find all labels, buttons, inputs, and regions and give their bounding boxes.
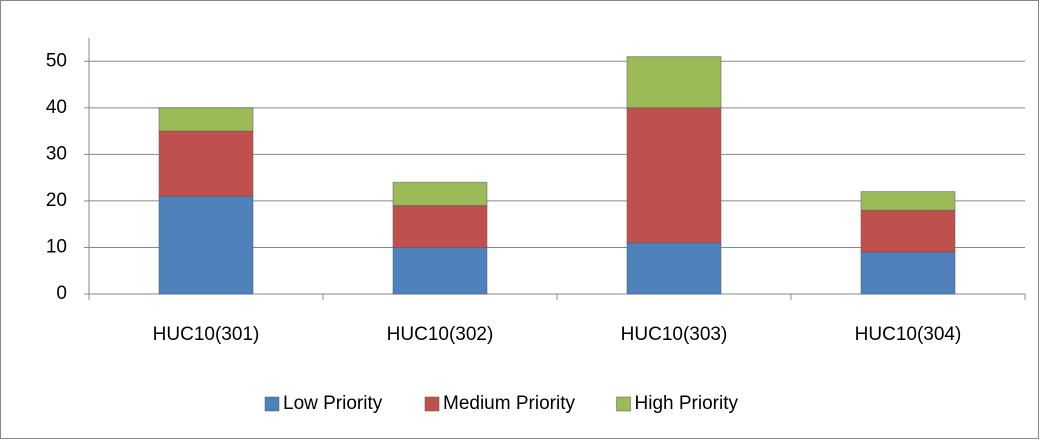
bar-segment bbox=[860, 191, 956, 211]
legend-label: Low Priority bbox=[283, 393, 383, 414]
x-tick-label: HUC10(301) bbox=[153, 324, 260, 345]
bar-segment bbox=[392, 205, 488, 248]
y-tick-label: 50 bbox=[46, 50, 67, 71]
bar-segment bbox=[860, 209, 956, 253]
bar-segment bbox=[392, 246, 488, 295]
bar-segment bbox=[626, 242, 722, 295]
bar-segment bbox=[626, 56, 722, 109]
x-tick-label: HUC10(302) bbox=[387, 324, 494, 345]
bar-segment bbox=[158, 130, 254, 197]
legend-label: Medium Priority bbox=[443, 393, 575, 414]
bar-segment bbox=[158, 195, 254, 295]
y-tick-label: 20 bbox=[46, 190, 67, 211]
legend-swatch bbox=[264, 396, 280, 412]
bar-segment bbox=[392, 181, 488, 207]
y-tick-label: 10 bbox=[46, 236, 67, 257]
legend-label: High Priority bbox=[635, 393, 739, 414]
bar-segment bbox=[626, 107, 722, 244]
y-tick-label: 40 bbox=[46, 97, 67, 118]
bar-segment bbox=[860, 251, 956, 295]
y-tick-label: 0 bbox=[56, 283, 67, 304]
y-tick-label: 30 bbox=[46, 143, 67, 164]
legend-swatch bbox=[424, 396, 440, 412]
x-tick-label: HUC10(304) bbox=[855, 324, 962, 345]
x-tick-label: HUC10(303) bbox=[621, 324, 728, 345]
legend-swatch bbox=[616, 396, 631, 412]
bar-segment bbox=[158, 107, 254, 132]
